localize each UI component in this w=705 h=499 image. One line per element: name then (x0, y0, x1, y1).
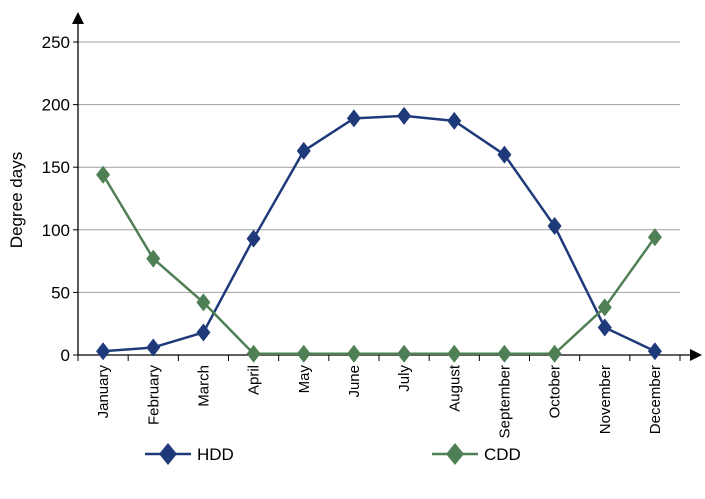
y-axis-label: Degree days (7, 152, 26, 248)
legend-item-cdd: CDD (432, 443, 521, 465)
data-point-cdd (397, 344, 412, 363)
data-point-hdd (146, 338, 161, 357)
data-point-cdd (647, 228, 662, 247)
data-point-cdd (497, 344, 512, 363)
x-tick-label: January (95, 365, 112, 419)
x-tick-label: November (597, 365, 614, 434)
x-tick-label: August (446, 364, 463, 412)
y-axis-arrow (72, 12, 84, 24)
data-point-cdd (296, 344, 311, 363)
y-tick-label: 250 (42, 33, 70, 52)
axes (72, 12, 702, 361)
y-tick-labels: 0 50 100 150 200 250 (42, 33, 70, 365)
legend-marker (446, 443, 464, 465)
x-tick-label: March (195, 365, 212, 407)
data-point-hdd (397, 106, 412, 125)
legend-marker (159, 443, 177, 465)
x-tick-label: June (346, 365, 363, 398)
data-point-cdd (196, 293, 211, 312)
series-line-hdd (102, 114, 656, 353)
x-tick-label: July (396, 365, 413, 392)
y-tick-label: 150 (42, 158, 70, 177)
data-point-hdd (96, 342, 111, 361)
data-point-hdd (447, 111, 462, 130)
data-point-hdd (547, 217, 562, 236)
legend-label: HDD (197, 445, 234, 464)
legend-item-hdd: HDD (145, 443, 234, 465)
data-point-cdd (246, 344, 261, 363)
y-tick-label: 0 (61, 346, 70, 365)
x-tick-label: September (496, 365, 513, 438)
series-line-cdd (102, 174, 656, 355)
x-tick-label: February (145, 365, 162, 426)
x-tick-label: April (246, 365, 263, 395)
data-point-cdd (346, 344, 361, 363)
data-point-hdd (497, 145, 512, 164)
legend-label: CDD (484, 445, 521, 464)
data-point-cdd (547, 344, 562, 363)
data-point-hdd (296, 141, 311, 160)
y-tick-label: 100 (42, 221, 70, 240)
data-point-cdd (447, 344, 462, 363)
data-point-hdd (597, 318, 612, 337)
x-axis-arrow (690, 349, 702, 361)
legend: HDD CDD (145, 443, 521, 465)
series-layer (96, 106, 662, 363)
x-tick-label: October (547, 365, 564, 418)
data-point-hdd (346, 109, 361, 128)
series-cdd (96, 165, 662, 363)
y-tick-label: 200 (42, 96, 70, 115)
data-point-cdd (597, 298, 612, 317)
x-tick-label: December (647, 365, 664, 434)
series-hdd (96, 106, 662, 361)
data-point-hdd (647, 342, 662, 361)
x-tick-label: May (296, 365, 313, 394)
data-point-hdd (246, 229, 261, 248)
data-point-hdd (196, 323, 211, 342)
x-tick-labels: January February March April May June July Augu… (95, 364, 664, 438)
data-point-cdd (146, 249, 161, 268)
gridlines (78, 41, 680, 293)
y-tick-label: 50 (51, 283, 70, 302)
data-point-cdd (96, 165, 111, 184)
